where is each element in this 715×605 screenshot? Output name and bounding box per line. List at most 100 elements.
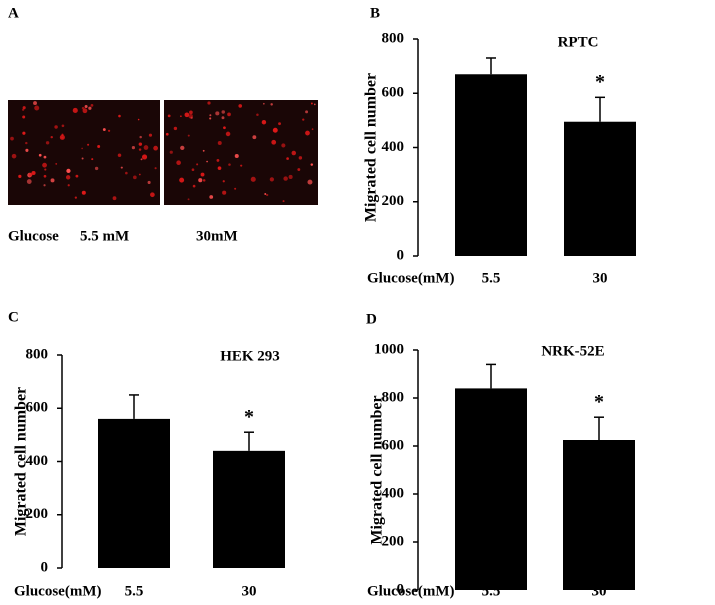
cell-dot xyxy=(207,101,211,105)
cell-dot xyxy=(221,116,225,120)
cell-dot xyxy=(74,196,77,199)
cell-dot xyxy=(75,174,79,178)
cell-dot xyxy=(65,175,71,180)
bar xyxy=(98,418,170,568)
cell-dot xyxy=(196,163,199,166)
cell-dot xyxy=(25,148,29,152)
cell-dot xyxy=(310,102,313,105)
y-tick-label: 200 xyxy=(382,193,405,209)
cell-dot xyxy=(184,112,190,118)
cell-dot xyxy=(72,107,78,114)
y-tick-label: 400 xyxy=(382,139,405,155)
y-axis-label: Migrated cell number xyxy=(369,395,386,544)
cell-dot xyxy=(223,126,226,130)
cell-dot xyxy=(217,166,222,170)
cell-dot xyxy=(263,102,265,105)
cell-dot xyxy=(209,195,214,199)
bar xyxy=(563,440,635,590)
cell-dot xyxy=(238,104,243,108)
cell-dot xyxy=(169,150,173,154)
bar xyxy=(213,450,285,568)
y-axis-label: Migrated cell number xyxy=(13,387,30,536)
cell-dot xyxy=(307,179,313,185)
cell-dot xyxy=(179,177,185,183)
cell-dot xyxy=(216,158,220,162)
cell-dot xyxy=(198,178,203,183)
cell-dot xyxy=(117,153,122,157)
cell-dot xyxy=(165,132,169,136)
cell-dot xyxy=(143,145,149,150)
cell-dot xyxy=(81,106,85,110)
cell-dot xyxy=(138,148,142,151)
y-tick-label: 800 xyxy=(382,30,405,46)
cell-dot xyxy=(234,187,237,190)
cell-dot xyxy=(81,190,86,195)
cell-dot xyxy=(102,128,106,131)
cell-dot xyxy=(88,106,92,110)
cell-dot xyxy=(66,168,71,174)
cell-dot xyxy=(286,157,289,160)
y-tick-label: 600 xyxy=(382,85,405,101)
y-tick-label: 200 xyxy=(382,533,405,549)
cell-dot xyxy=(256,113,259,117)
cell-dot xyxy=(97,145,101,148)
panel-label: D xyxy=(366,311,377,327)
cell-dot xyxy=(191,168,195,172)
cell-dot xyxy=(50,135,53,139)
y-tick-label: 200 xyxy=(26,506,49,522)
cell-dot xyxy=(22,115,26,119)
cell-dot xyxy=(28,172,33,177)
cell-dot xyxy=(250,176,256,182)
cell-dot xyxy=(59,134,65,140)
cell-dot xyxy=(22,131,26,135)
cell-dot xyxy=(266,193,269,197)
y-tick-label: 800 xyxy=(26,346,49,362)
cell-dot xyxy=(153,145,158,151)
x-tick-label: 5.5 xyxy=(482,270,501,286)
cell-dot xyxy=(278,122,281,126)
cell-dot xyxy=(310,163,314,166)
cell-dot xyxy=(81,157,84,160)
cell-dot xyxy=(302,118,305,121)
row-label: Glucose xyxy=(8,228,59,244)
cell-dot xyxy=(252,135,257,140)
cell-dot xyxy=(283,176,288,181)
cell-dot xyxy=(120,166,123,169)
cell-dot xyxy=(125,171,128,175)
cell-dot xyxy=(26,179,32,184)
cell-dot xyxy=(209,117,212,120)
y-tick-label: 0 xyxy=(397,581,405,597)
cell-dot xyxy=(43,184,46,187)
y-tick-label: 1000 xyxy=(374,341,404,357)
cell-dot xyxy=(154,167,157,170)
cell-dot xyxy=(11,153,17,159)
x-tick-label: 30 xyxy=(592,583,607,599)
y-tick-label: 0 xyxy=(397,247,405,263)
cell-dot xyxy=(44,168,47,171)
cell-dot xyxy=(34,105,40,111)
cell-dot xyxy=(140,158,143,161)
cell-dot xyxy=(222,190,227,195)
cell-dot xyxy=(82,108,88,114)
cell-dot xyxy=(43,174,47,178)
significance-mark: * xyxy=(244,406,254,428)
y-tick-label: 400 xyxy=(382,485,405,501)
cell-dot xyxy=(141,154,148,160)
panel-label: C xyxy=(8,309,19,325)
y-tick-label: 600 xyxy=(382,437,405,453)
cell-dot xyxy=(139,135,142,139)
x-axis-label: Glucose(mM) xyxy=(367,583,454,599)
cell-dot xyxy=(298,156,303,160)
cell-dot xyxy=(200,172,205,177)
x-axis-label: Glucose(mM) xyxy=(14,583,101,599)
panel-label: B xyxy=(370,5,380,21)
cell-dot xyxy=(180,145,185,151)
cell-dot xyxy=(94,166,99,171)
cell-dot xyxy=(288,174,293,180)
cell-dot xyxy=(43,155,47,159)
cell-dot xyxy=(192,184,196,188)
cell-dot xyxy=(311,128,314,131)
cell-dot xyxy=(42,162,47,168)
cell-dots xyxy=(10,101,316,203)
cell-dot xyxy=(173,126,178,131)
